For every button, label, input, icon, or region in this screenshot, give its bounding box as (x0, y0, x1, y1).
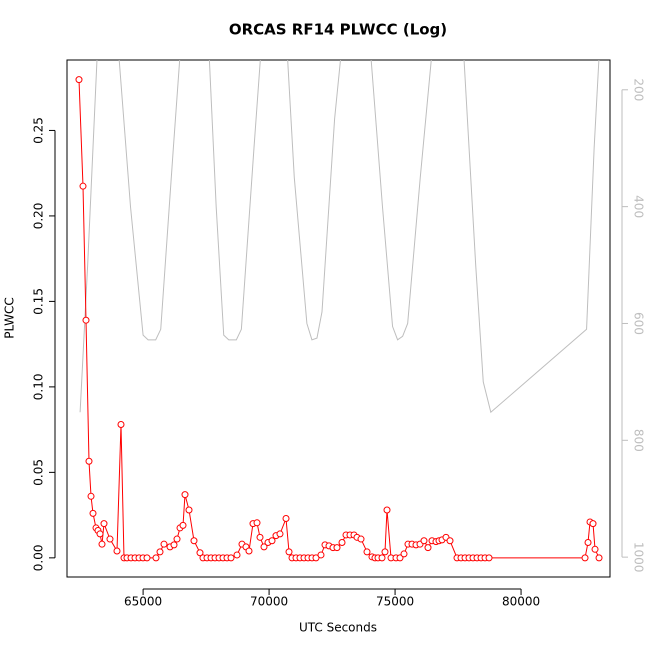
series-line (79, 60, 600, 414)
data-point (584, 538, 592, 546)
chart-title: ORCAS RF14 PLWCC (Log) (229, 21, 447, 39)
x-tick-label: 65000 (124, 595, 162, 609)
data-point (357, 535, 365, 543)
data-point (581, 554, 589, 562)
data-point (245, 547, 253, 555)
data-point (381, 548, 389, 556)
data-point (268, 537, 276, 545)
y2-tick-label: 400 (632, 195, 646, 218)
data-point (143, 554, 151, 562)
data-point (89, 509, 97, 517)
data-point (589, 520, 597, 528)
data-point (179, 521, 187, 529)
data-point (185, 506, 193, 514)
data-point (363, 548, 371, 556)
data-point (378, 554, 386, 562)
data-point (256, 533, 264, 541)
data-point (196, 549, 204, 557)
data-point (420, 537, 428, 545)
x-tick-label: 75000 (376, 595, 414, 609)
y-tick-label: 0.10 (32, 374, 46, 401)
data-point (190, 537, 198, 545)
y-tick-label: 0.15 (32, 288, 46, 315)
data-point (96, 530, 104, 538)
data-point (152, 554, 160, 562)
y-tick-label: 0.20 (32, 203, 46, 230)
data-point (233, 551, 241, 559)
plot-box (66, 59, 611, 578)
data-point (400, 550, 408, 558)
data-point (156, 548, 164, 556)
data-point (285, 548, 293, 556)
y2-tick-label: 200 (632, 78, 646, 101)
data-point (595, 554, 603, 562)
data-point (75, 76, 83, 84)
data-point (79, 182, 87, 190)
y-tick-label: 0.25 (32, 117, 46, 144)
y-axis-label: PLWCC (3, 297, 17, 338)
data-point (312, 554, 320, 562)
plot-area (75, 60, 603, 562)
data-point (106, 535, 114, 543)
data-point (333, 544, 341, 552)
data-point (170, 541, 178, 549)
x-axis-label: UTC Seconds (299, 621, 377, 635)
data-point (160, 540, 168, 548)
data-point (276, 530, 284, 538)
data-point (446, 537, 454, 545)
x-tick-label: 70000 (250, 595, 288, 609)
data-point (85, 457, 93, 465)
data-point (485, 554, 493, 562)
data-point (282, 515, 290, 523)
data-point (253, 519, 261, 527)
data-point (113, 547, 121, 555)
data-point (100, 520, 108, 528)
data-point (181, 491, 189, 499)
y2-tick-label: 1000 (632, 542, 646, 573)
data-point (591, 545, 599, 553)
data-point (87, 492, 95, 500)
y2-tick-label: 800 (632, 429, 646, 452)
data-point (173, 535, 181, 543)
data-point (260, 543, 268, 551)
y2-tick-label: 600 (632, 312, 646, 335)
data-point (317, 551, 325, 559)
data-point (338, 538, 346, 546)
x-tick-label: 80000 (502, 595, 540, 609)
data-point (227, 554, 235, 562)
data-point (98, 540, 106, 548)
data-point (82, 316, 90, 324)
data-point (383, 506, 391, 514)
data-point (424, 544, 432, 552)
data-point (117, 420, 125, 428)
y-tick-label: 0.05 (32, 459, 46, 486)
y-tick-label: 0.00 (32, 544, 46, 571)
